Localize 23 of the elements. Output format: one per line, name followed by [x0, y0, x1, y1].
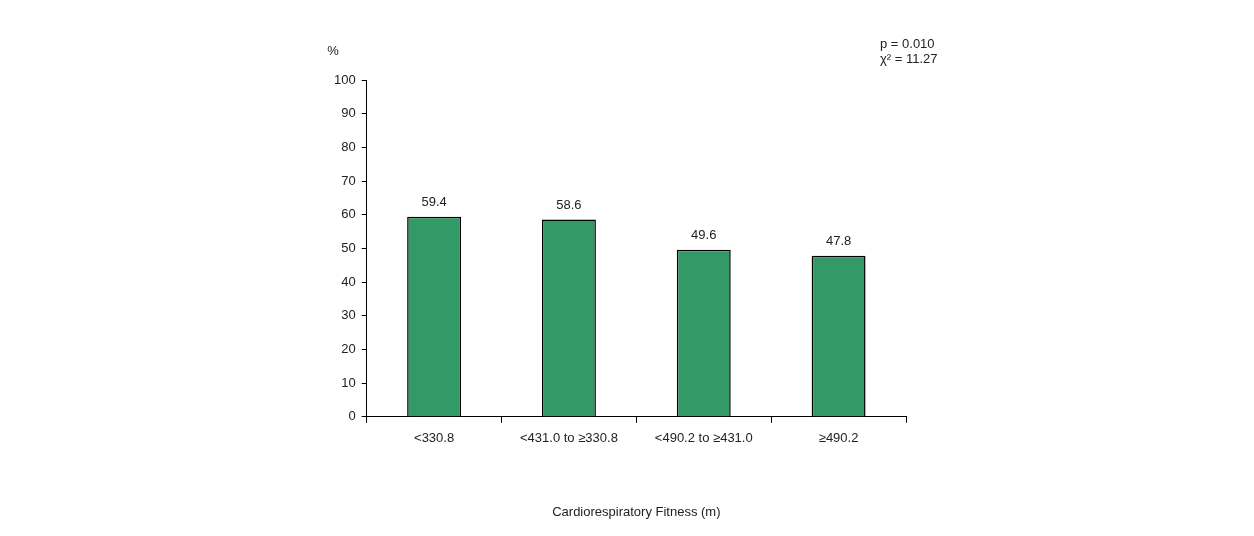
y-axis-title: % — [327, 43, 340, 59]
y-tick-label: 0 — [348, 408, 356, 424]
y-tick-label: 80 — [341, 138, 356, 154]
x-tick-label: <330.8 — [414, 430, 455, 446]
text: p = 0.010 — [880, 36, 935, 52]
data-label: 58.6 — [556, 196, 582, 212]
y-tick-label: 90 — [341, 105, 356, 121]
x-axis-title: Cardiorespiratory Fitness (m) — [552, 503, 721, 519]
data-label: 59.4 — [421, 193, 447, 209]
text: χ² = 11.27 — [880, 51, 938, 67]
y-tick-label: 30 — [341, 307, 356, 323]
data-label: 47.8 — [825, 232, 852, 248]
x-tick-label: <490.2 to ≥431.0 — [654, 430, 753, 446]
y-tick-label: 10 — [341, 374, 356, 390]
x-tick-label: ≥490.2 — [818, 430, 859, 446]
y-tick-label: 40 — [341, 273, 356, 289]
y-tick-label: 100 — [333, 71, 356, 87]
y-tick-label: 50 — [341, 239, 356, 255]
y-tick-label: 60 — [341, 206, 356, 222]
data-label: 49.6 — [691, 226, 717, 242]
x-tick-label: <431.0 to ≥330.8 — [520, 430, 618, 446]
y-tick-label: 70 — [341, 172, 356, 188]
y-tick-label: 20 — [341, 341, 356, 357]
